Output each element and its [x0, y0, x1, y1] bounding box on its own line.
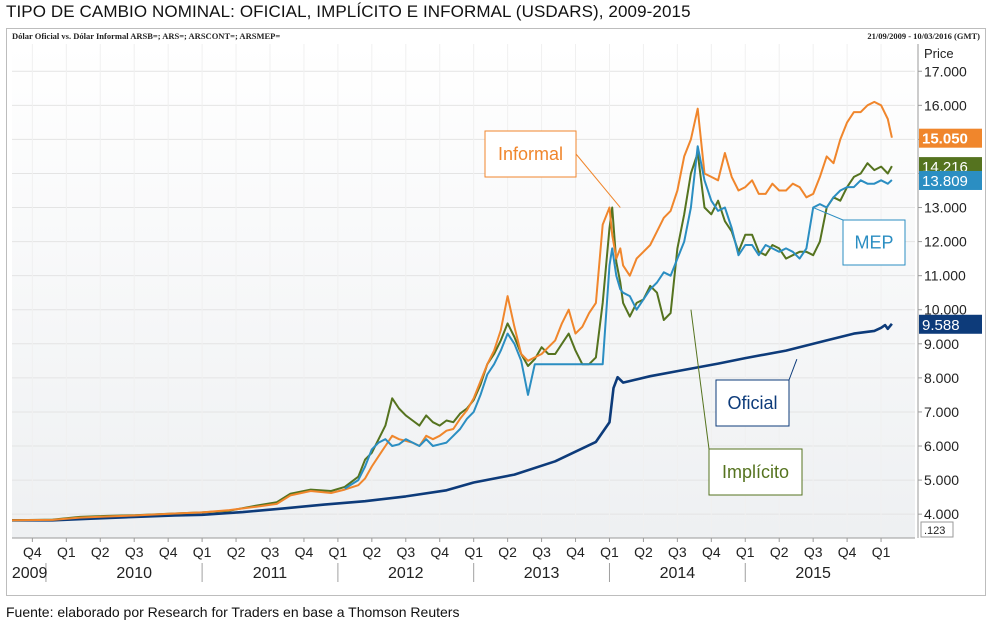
series-line-mep — [344, 145, 893, 490]
x-tick-label: Q1 — [329, 544, 348, 560]
x-tick-label: Q4 — [430, 544, 449, 560]
y-tick-label: 16.000 — [924, 97, 967, 113]
x-tick-label: Q3 — [668, 544, 687, 560]
source-note: Fuente: elaborado por Research for Trade… — [6, 604, 460, 620]
y-axis: Price 4.000 5.000 6.000 7.000 8.000 9.000 10.0… — [917, 44, 967, 538]
callout-box-oficial — [715, 379, 790, 427]
x-tick-label: Q3 — [396, 544, 415, 560]
x-tick-label: Q3 — [532, 544, 551, 560]
last-value-tag-informal — [919, 128, 982, 148]
x-tick-label: Q2 — [91, 544, 110, 560]
y-tick-label: 8.000 — [924, 370, 959, 386]
y-tick-label: 6.000 — [924, 438, 959, 454]
last-value-label-oficial: 9.588 — [922, 317, 960, 334]
year-label: 2015 — [795, 565, 831, 582]
x-tick-label: Q4 — [159, 544, 178, 560]
x-tick-label: Q2 — [634, 544, 653, 560]
y-tick-label: 5.000 — [924, 472, 959, 488]
x-tick-label: Q3 — [125, 544, 144, 560]
x-tick-label: Q2 — [227, 544, 246, 560]
grid — [12, 44, 915, 538]
y-tick-label: 10.000 — [924, 302, 967, 318]
x-tick-label: Q1 — [57, 544, 76, 560]
x-tick-label: Q3 — [261, 544, 280, 560]
x-tick-label: Q4 — [566, 544, 585, 560]
last-value-tag-mep — [919, 170, 982, 190]
callout-label-oficial: Oficial — [727, 393, 777, 413]
x-tick-label: Q4 — [295, 544, 314, 560]
series-line-informal — [11, 100, 893, 522]
last-value-label-mep: 13.809 — [922, 173, 968, 190]
year-label: 2014 — [660, 565, 696, 582]
last-value-label-informal: 15.050 — [922, 131, 968, 148]
callout-box-implicito — [708, 448, 803, 496]
x-tick-label: Q2 — [770, 544, 789, 560]
x-axis: Q4 Q1 Q2 Q3 Q4 Q1 Q2 Q3 Q4 Q1 Q2 Q3 Q4 Q1 Q2 Q3 Q4 Q1 Q2 Q3… — [12, 537, 915, 582]
date-range: 21/09/2009 - 10/03/2016 (GMT) — [867, 31, 980, 41]
x-tick-label: Q2 — [362, 544, 381, 560]
callout-label-informal: Informal — [498, 144, 563, 164]
callout-line-oficial — [788, 358, 798, 381]
year-label: 2013 — [524, 565, 560, 582]
x-tick-label: Q4 — [23, 544, 42, 560]
x-tick-label: Q4 — [702, 544, 721, 560]
year-label: 2010 — [116, 565, 152, 582]
x-tick-label: Q1 — [193, 544, 212, 560]
last-value-tag-oficial — [919, 314, 982, 334]
x-tick-label: Q1 — [464, 544, 483, 560]
callout-label-mep: MEP — [854, 233, 893, 253]
callout-line-mep — [812, 207, 844, 221]
x-tick-label: Q2 — [498, 544, 517, 560]
series-line-oficial — [12, 322, 893, 522]
callout-box-informal — [484, 130, 577, 178]
year-label: 2011 — [253, 565, 288, 582]
x-tick-label: Q3 — [804, 544, 823, 560]
x-tick-label: Q4 — [838, 544, 857, 560]
scale-label: .123 — [924, 525, 945, 537]
y-tick-label: 13.000 — [924, 200, 967, 216]
year-label: 2009 — [12, 565, 48, 582]
callout-box-mep — [842, 219, 906, 266]
y-tick-label: 7.000 — [924, 404, 959, 420]
series-group — [11, 100, 893, 522]
callout-label-implicito: Implícito — [722, 462, 789, 482]
year-label: 2012 — [388, 565, 424, 582]
y-tick-label: 9.000 — [924, 336, 959, 352]
callout-line-implicito — [690, 309, 710, 450]
scale-box — [920, 521, 954, 538]
chart-title: TIPO DE CAMBIO NOMINAL: OFICIAL, IMPLÍCI… — [6, 2, 691, 21]
chart-subtitle: Dólar Oficial vs. Dólar Informal ARSB=; … — [12, 31, 281, 41]
y-tick-label: 4.000 — [924, 506, 959, 522]
annotations: Informal MEP Oficial Implícito — [484, 130, 906, 496]
y-tick-label: 12.000 — [924, 234, 967, 250]
y-tick-label: 11.000 — [924, 268, 966, 284]
y-tick-label: 17.000 — [924, 63, 967, 79]
x-tick-label: Q1 — [736, 544, 755, 560]
x-tick-label: Q1 — [600, 544, 619, 560]
callout-line-informal — [575, 153, 621, 208]
y-axis-title: Price — [924, 46, 954, 61]
x-tick-label: Q1 — [872, 544, 891, 560]
